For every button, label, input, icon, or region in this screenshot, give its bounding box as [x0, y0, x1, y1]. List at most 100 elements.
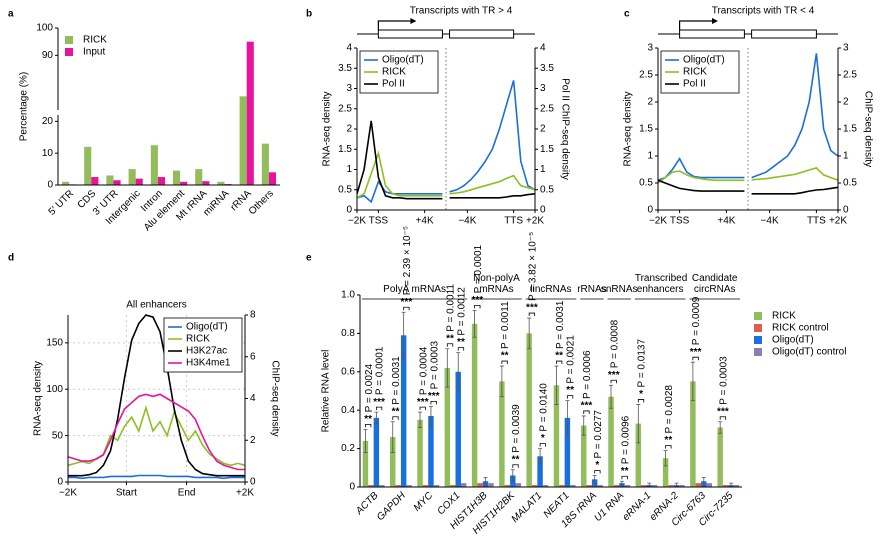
p-value: P = 0.0024 — [364, 363, 375, 412]
legend-label: Oligo(dT) — [382, 55, 424, 66]
x-tick-label: TSS — [369, 216, 389, 227]
bar — [460, 483, 467, 487]
bar — [662, 458, 669, 487]
panel-letter: a — [8, 9, 14, 20]
p-value: P = 0.0004 — [418, 346, 429, 395]
y2-tick-label: 4 — [540, 43, 546, 54]
y2-tick-label: 0 — [540, 205, 546, 216]
sig-bracket — [419, 406, 426, 411]
sig-stars: * — [639, 389, 643, 400]
bar — [91, 177, 99, 185]
bar — [471, 323, 478, 487]
bar — [390, 437, 396, 487]
x-tick-label: Others — [247, 188, 276, 217]
sig-stars: *** — [581, 401, 593, 412]
gene-body — [751, 29, 817, 39]
sig-stars: ** — [501, 351, 509, 362]
tss-arrow — [377, 20, 411, 30]
sig-bracket — [446, 343, 454, 347]
y2-tick-label: 1 — [540, 164, 546, 175]
error-bar — [701, 477, 706, 486]
error-bar — [609, 384, 614, 409]
x-tick-label: 5′ UTR — [47, 188, 77, 218]
bar — [172, 170, 181, 185]
p-value: P = 0.0001 — [473, 244, 484, 293]
p-value: P = 0.0096 — [620, 415, 631, 464]
p-value: P = 0.0011 — [446, 284, 457, 332]
bar — [537, 456, 543, 487]
tss-arrow — [679, 20, 712, 30]
bar — [531, 485, 538, 487]
sig-stars: ** — [446, 333, 454, 344]
series-line — [657, 167, 839, 184]
p-value: P = 0.0140 — [538, 383, 549, 432]
group-label: lincRNAs — [530, 284, 572, 295]
bar — [586, 485, 592, 487]
y2-tick-label: 3 — [843, 43, 849, 54]
sig-stars: ** — [664, 435, 672, 446]
bar — [362, 440, 369, 487]
sig-stars: ** — [364, 414, 372, 425]
sig-bracket — [583, 410, 590, 414]
error-bar — [401, 311, 406, 359]
y-tick-label: 10 — [42, 148, 54, 159]
sig-bracket — [375, 406, 383, 411]
y-tick-label: 0 — [647, 205, 653, 216]
error-bar — [538, 448, 543, 465]
y-axis-label: Relative RNA level — [321, 350, 332, 433]
sig-bracket — [474, 304, 481, 309]
bar — [668, 485, 674, 487]
bar — [395, 485, 401, 487]
legend-swatch — [754, 312, 762, 320]
y-tick-label: 2.5 — [639, 70, 653, 81]
error-bar — [554, 365, 559, 405]
bar — [113, 180, 121, 185]
sig-bracket — [539, 443, 546, 447]
y-tick-label: 3 — [346, 83, 352, 94]
bar — [368, 485, 374, 487]
y-tick-label: 0.8 — [341, 328, 355, 339]
sig-bracket — [430, 400, 437, 405]
y2-axis-label: Pol II ChIP-seq density — [559, 78, 570, 180]
gene-body — [679, 29, 745, 39]
y-tick-label: 1.5 — [639, 124, 653, 135]
p-value: P = 0.0031 — [555, 300, 566, 349]
x-tick-label: U1 RNA — [592, 490, 626, 524]
y-tick-label: 0 — [346, 205, 352, 216]
x-tick-label: MYC — [412, 490, 436, 514]
error-bar — [718, 421, 723, 434]
bar — [515, 483, 521, 487]
error-bar — [374, 411, 379, 425]
y-tick-label: 90 — [42, 50, 54, 61]
legend-label: H3K4me1 — [186, 358, 231, 369]
sig-stars: * — [541, 433, 545, 444]
sig-bracket — [403, 306, 410, 311]
bar — [246, 41, 254, 185]
error-bar — [418, 411, 423, 428]
group-label: Candidate circRNAs — [691, 273, 738, 295]
bar — [180, 181, 188, 185]
y2-tick-label: 4 — [250, 393, 256, 404]
error-bar — [636, 404, 641, 444]
y-axis-label: Percentage (%) — [19, 72, 30, 141]
sig-stars: *** — [690, 347, 702, 358]
p-value: P = 0.0031 — [391, 356, 402, 405]
bar — [422, 485, 429, 487]
y2-axis-label: ChIP-seq density — [269, 360, 280, 436]
bar — [433, 485, 440, 487]
y2-tick-label: 2 — [843, 97, 849, 108]
y2-tick-label: 3.5 — [540, 63, 554, 74]
y-axis-label: RNA-seq density — [623, 91, 634, 166]
group-label: PolyA mRNAs — [383, 284, 446, 295]
chart-title: Transcripts with TR > 4 — [410, 6, 513, 17]
y2-tick-label: 1.5 — [540, 144, 554, 155]
bar — [717, 427, 723, 487]
legend-swatch — [754, 348, 762, 356]
x-tick-label: miRNA — [201, 188, 231, 218]
bar — [450, 485, 456, 487]
p-value: P = 0.0028 — [664, 385, 675, 434]
legend-swatch — [65, 36, 73, 44]
error-bar — [390, 421, 395, 453]
legend-label: Pol II — [683, 79, 706, 90]
